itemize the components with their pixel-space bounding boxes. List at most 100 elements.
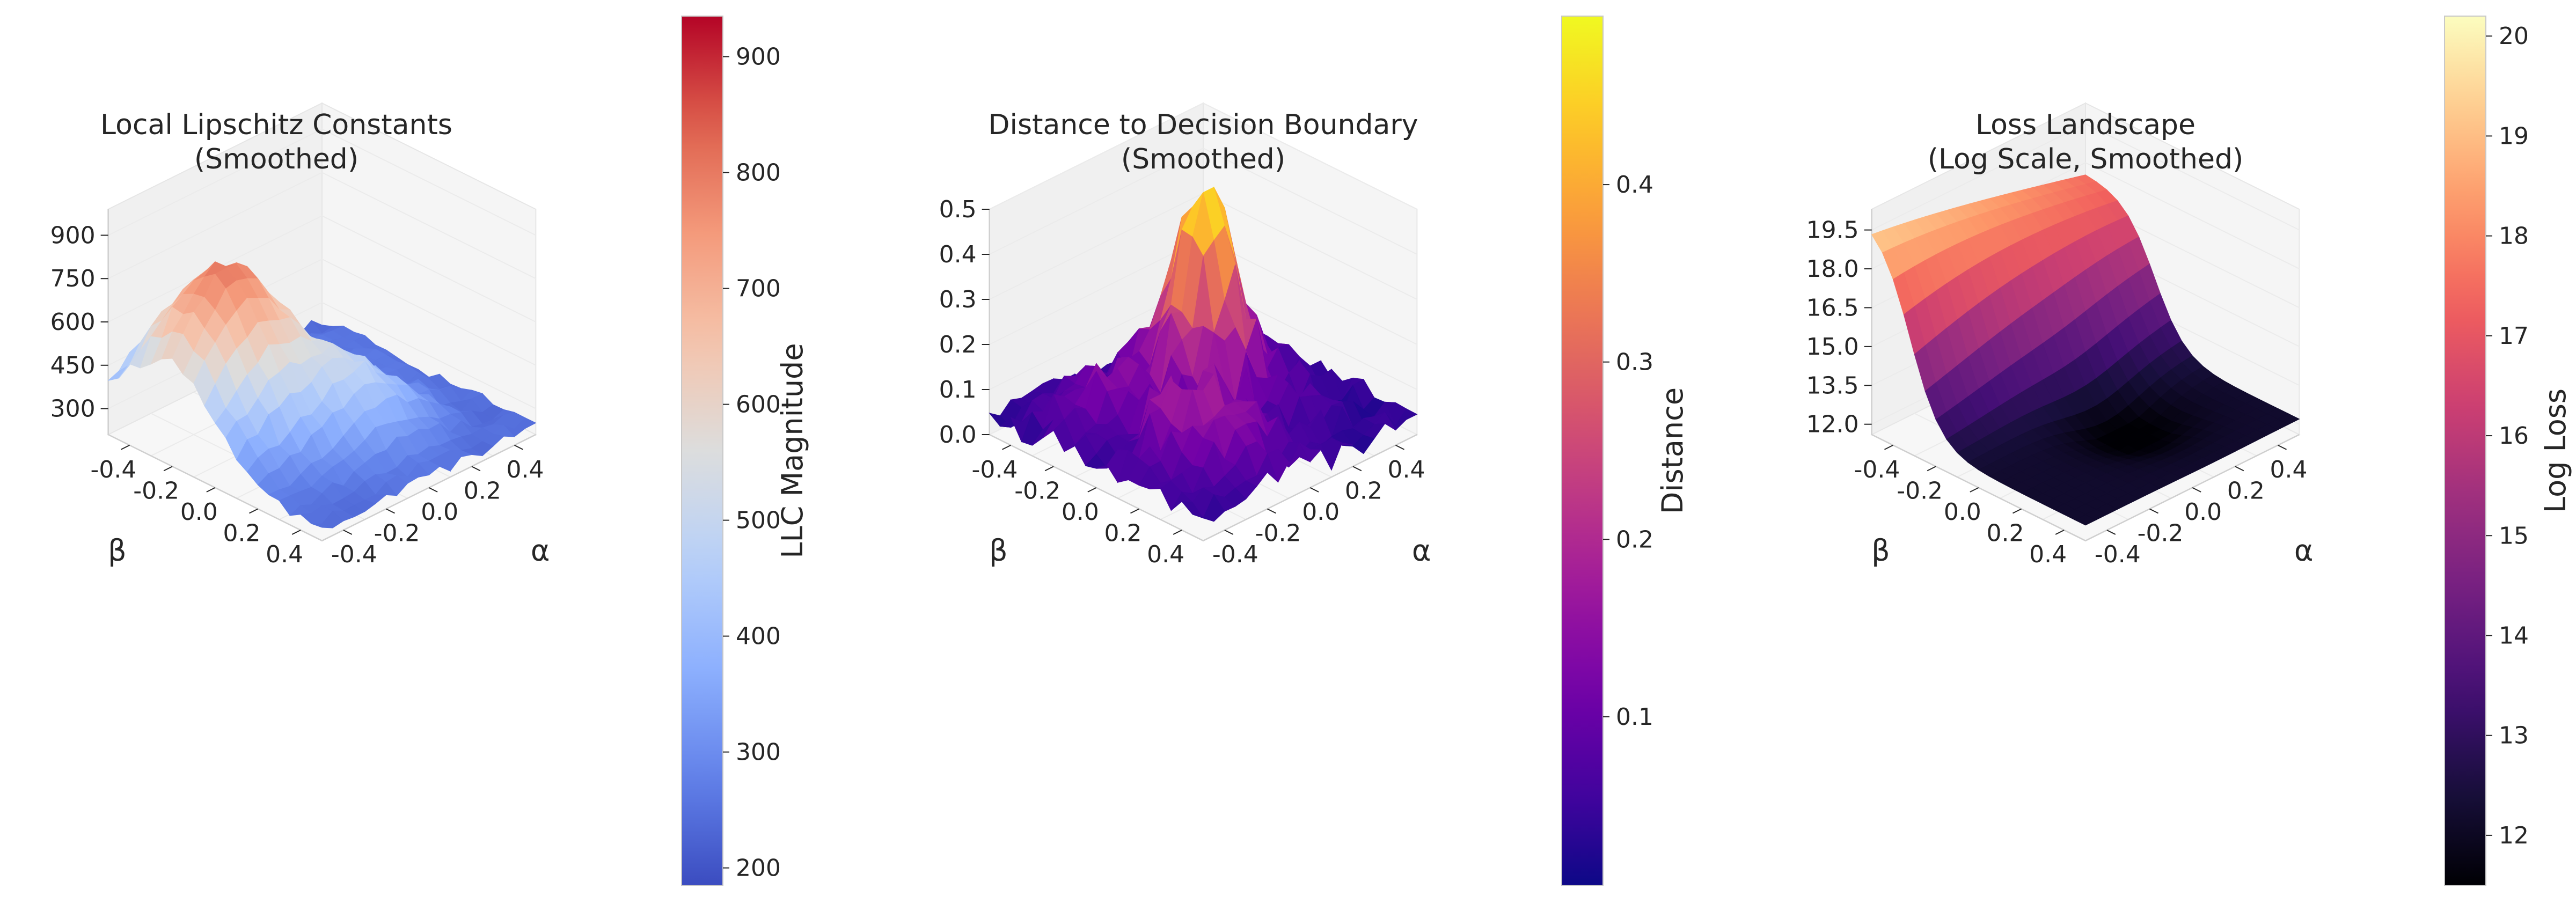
beta-tick-label: 0.0 — [1944, 498, 1981, 526]
colorbar — [682, 16, 723, 885]
beta-axis-label: β — [989, 533, 1007, 567]
z-tick-label: 13.5 — [1806, 372, 1859, 399]
beta-tick-label: 0.2 — [1986, 519, 2024, 547]
alpha-tick-mark — [471, 466, 481, 472]
colorbar-tick-label: 16 — [2499, 422, 2529, 450]
colorbar-tick-label: 13 — [2499, 722, 2529, 750]
z-tick-label: 600 — [50, 309, 96, 336]
colorbar-tick-label: 0.3 — [1616, 349, 1653, 376]
beta-tick-mark — [1044, 466, 1054, 472]
colorbar-tick-label: 18 — [2499, 223, 2529, 250]
alpha-tick-mark — [2192, 487, 2201, 493]
colorbar-tick-label: 500 — [736, 507, 781, 534]
z-tick-label: 0.4 — [939, 241, 977, 268]
alpha-tick-mark — [1224, 530, 1234, 535]
beta-tick-label: 0.0 — [1062, 498, 1099, 526]
beta-tick-label: -0.2 — [133, 477, 179, 504]
z-gridline — [989, 102, 1417, 210]
alpha-tick-mark — [343, 530, 353, 535]
colorbar-tick-label: 300 — [736, 739, 781, 766]
beta-tick-mark — [1970, 487, 1979, 493]
alpha-tick-label: 0.4 — [507, 456, 544, 483]
beta-tick-label: 0.4 — [2029, 541, 2067, 568]
colorbar-tick-label: 400 — [736, 623, 781, 650]
alpha-tick-label: 0.2 — [2227, 477, 2265, 504]
colorbar-tick-label: 17 — [2499, 322, 2529, 350]
beta-tick-mark — [1884, 444, 1893, 450]
alpha-tick-label: -0.4 — [2095, 541, 2141, 568]
colorbar-tick-label: 0.1 — [1616, 703, 1653, 731]
subplot-title: Distance to Decision Boundary (Smoothed) — [989, 109, 1418, 175]
colorbar-label: Distance — [1656, 387, 1689, 514]
beta-tick-mark — [1002, 444, 1011, 450]
beta-tick-mark — [1173, 530, 1182, 535]
colorbar-tick-label: 0.4 — [1616, 171, 1653, 199]
z-tick-label: 0.1 — [939, 376, 977, 403]
beta-tick-mark — [206, 487, 216, 493]
alpha-tick-mark — [2149, 508, 2158, 514]
colorbar-tick-label: 15 — [2499, 522, 2529, 549]
z-tick-label: 0.3 — [939, 286, 977, 313]
colorbar — [1562, 16, 1603, 885]
alpha-tick-mark — [2106, 530, 2116, 535]
alpha-tick-label: -0.2 — [2138, 519, 2184, 547]
z-gridline — [108, 172, 536, 280]
loss-subplot: 12.013.515.016.518.019.5-0.4-0.20.00.20.… — [1806, 16, 2572, 886]
beta-tick-mark — [1087, 487, 1097, 493]
surface — [1871, 174, 2300, 526]
z-tick-label: 0.0 — [939, 421, 977, 449]
alpha-axis-label: α — [531, 533, 550, 567]
colorbar-tick-label: 700 — [736, 275, 781, 303]
colorbar-tick-label: 14 — [2499, 622, 2529, 649]
alpha-tick-label: -0.4 — [331, 541, 377, 568]
beta-tick-mark — [2055, 530, 2065, 535]
alpha-axis-label: α — [2294, 533, 2314, 567]
beta-tick-mark — [249, 508, 258, 514]
z-tick-label: 16.5 — [1806, 294, 1859, 321]
beta-tick-label: -0.4 — [91, 456, 137, 483]
beta-tick-label: 0.2 — [1104, 519, 1141, 547]
beta-tick-mark — [1130, 508, 1139, 514]
colorbar — [2445, 16, 2486, 885]
alpha-tick-label: 0.4 — [2270, 456, 2308, 483]
beta-tick-mark — [291, 530, 301, 535]
z-gridline — [1871, 123, 2300, 231]
beta-axis-label: β — [108, 533, 126, 567]
colorbar-label: LLC Magnitude — [775, 343, 809, 558]
beta-tick-mark — [1927, 466, 1936, 472]
alpha-tick-mark — [428, 487, 438, 493]
beta-tick-mark — [121, 444, 130, 450]
colorbar-frame — [681, 16, 723, 886]
beta-tick-label: 0.0 — [180, 498, 218, 526]
alpha-tick-mark — [2278, 444, 2287, 450]
colorbar-tick-label: 800 — [736, 159, 781, 187]
alpha-tick-mark — [514, 444, 523, 450]
alpha-tick-label: -0.2 — [374, 519, 420, 547]
surface-face — [1192, 514, 1214, 522]
colorbar-tick-label: 12 — [2499, 822, 2529, 849]
z-tick-label: 15.0 — [1806, 333, 1859, 361]
colorbar-tick-label: 200 — [736, 855, 781, 882]
surface — [989, 186, 1418, 522]
z-gridline — [108, 215, 536, 322]
alpha-tick-label: 0.2 — [464, 477, 501, 504]
alpha-tick-label: 0.0 — [421, 498, 458, 526]
z-tick-label: 12.0 — [1806, 411, 1859, 438]
alpha-tick-mark — [2235, 466, 2244, 472]
alpha-tick-label: 0.0 — [1302, 498, 1340, 526]
z-tick-label: 18.0 — [1806, 255, 1859, 283]
alpha-tick-label: 0.4 — [1388, 456, 1425, 483]
beta-tick-label: -0.2 — [1897, 477, 1943, 504]
colorbar-label: Log Loss — [2538, 388, 2572, 513]
colorbar-tick-label: 0.2 — [1616, 526, 1653, 553]
alpha-tick-mark — [1395, 444, 1404, 450]
subplot-title: Loss Landscape (Log Scale, Smoothed) — [1928, 109, 2244, 175]
surface-face — [2074, 514, 2097, 526]
alpha-tick-mark — [386, 508, 395, 514]
z-tick-label: 19.5 — [1806, 217, 1859, 244]
distance-subplot: 0.00.10.20.30.40.5-0.4-0.20.00.20.4 -0.4-… — [939, 16, 1689, 886]
alpha-tick-label: 0.0 — [2184, 498, 2222, 526]
colorbar-tick-label: 19 — [2499, 122, 2529, 150]
